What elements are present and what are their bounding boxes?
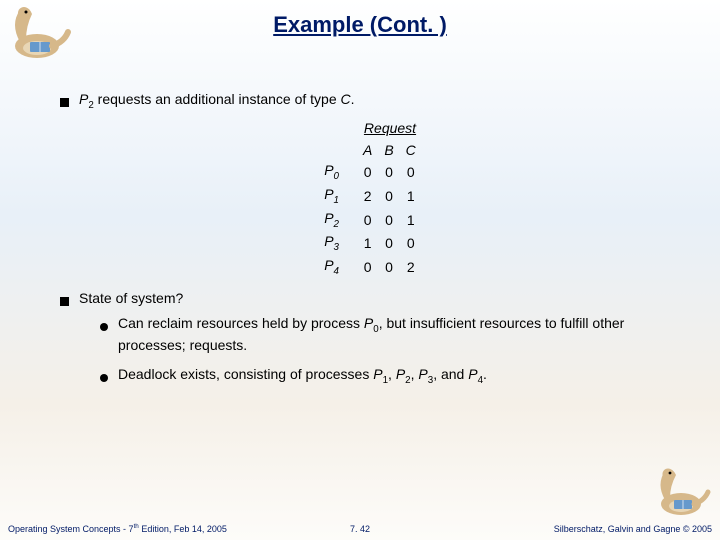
sub-bullet-reclaim: Can reclaim resources held by process P0… <box>100 314 680 355</box>
slide-content: P2 requests an additional instance of ty… <box>60 90 680 397</box>
table-row: P2 0 0 1 <box>318 208 422 232</box>
request-table: A B C P0 0 0 0 P1 2 0 1 P2 0 0 1 <box>270 140 470 279</box>
footer-center: 7. 42 <box>350 524 370 534</box>
mascot-top-left <box>2 2 72 60</box>
bullet-request-statement: P2 requests an additional instance of ty… <box>60 90 680 112</box>
table-row: P0 0 0 0 <box>318 160 422 184</box>
table-header-row: A B C <box>318 140 422 160</box>
disc-bullet-icon <box>100 323 108 331</box>
table-row: P1 2 0 1 <box>318 184 422 208</box>
slide-footer: Operating System Concepts - 7th Edition,… <box>0 518 720 534</box>
sub-bullet-deadlock: Deadlock exists, consisting of processes… <box>100 365 680 387</box>
footer-right: Silberschatz, Galvin and Gagne © 2005 <box>554 524 712 534</box>
square-bullet-icon <box>60 297 69 306</box>
table-row: P3 1 0 0 <box>318 231 422 255</box>
bullet-state-question: State of system? <box>60 289 680 308</box>
request-heading: Request <box>60 120 680 136</box>
square-bullet-icon <box>60 98 69 107</box>
disc-bullet-icon <box>100 374 108 382</box>
slide-title: Example (Cont. ) <box>0 0 720 38</box>
mascot-bottom-right <box>648 464 714 518</box>
table-row: P4 0 0 2 <box>318 255 422 279</box>
footer-left: Operating System Concepts - 7th Edition,… <box>8 523 227 534</box>
